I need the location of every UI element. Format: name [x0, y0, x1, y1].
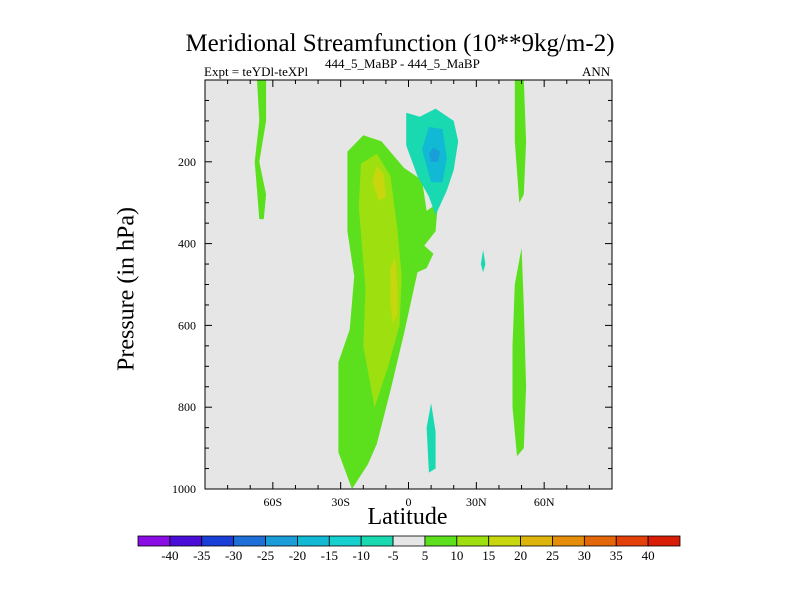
colorbar-swatch	[583, 535, 617, 547]
colorbar-label: -5	[388, 548, 399, 563]
colorbar-label: 35	[610, 548, 623, 563]
x-tick-label: 0	[406, 495, 412, 509]
y-tick-label: 200	[178, 155, 196, 169]
colorbar-swatch	[520, 535, 553, 547]
colorbar-label: -15	[321, 548, 338, 563]
colorbar-swatch	[647, 535, 681, 547]
chart-title: Meridional Streamfunction (10**9kg/m-2)	[185, 30, 615, 57]
colorbar-swatch	[615, 535, 649, 547]
colorbar-swatch	[488, 535, 521, 547]
colorbar-label: -25	[257, 548, 274, 563]
colorbar-swatch	[265, 535, 298, 547]
x-tick-label: 60S	[263, 495, 282, 509]
contour-region-southern-cell-core-upper	[372, 165, 386, 201]
colorbar-label: 20	[514, 548, 527, 563]
contour-region-mid-lat-north-strip-upper	[514, 80, 527, 203]
colorbar-swatch	[328, 535, 362, 547]
x-tick-label: 30S	[331, 495, 350, 509]
contour-region-mid-lat-south-strip	[254, 80, 267, 220]
colorbar-label: 15	[482, 548, 495, 563]
colorbar-swatch	[456, 535, 490, 547]
colorbar-label: -20	[289, 548, 306, 563]
contour-region-southern-cell-core-lower	[390, 257, 398, 324]
y-tick-label: 400	[178, 237, 196, 251]
y-tick-label: 800	[178, 400, 196, 414]
contour-region-southern-cell-inner	[358, 153, 402, 408]
experiment-label: Expt = teYDl-teXPl	[204, 64, 309, 79]
case-label: 444_5_MaBP - 444_5_MaBP	[325, 56, 480, 71]
colorbar-swatch	[552, 535, 585, 547]
x-tick-label: 30N	[466, 495, 487, 509]
y-tick-label: 600	[178, 318, 196, 332]
colorbar-label: 30	[578, 548, 591, 563]
colorbar-swatch	[137, 535, 171, 547]
x-tick-label: 60N	[534, 495, 555, 509]
colorbar-label: -35	[193, 548, 210, 563]
contour-region-small-north-patch	[480, 249, 486, 273]
colorbar-label: 5	[422, 548, 429, 563]
contour-region-mid-lat-north-strip-lower	[512, 247, 527, 457]
colorbar-swatch	[169, 535, 203, 547]
y-axis-label: Pressure (in hPa)	[113, 207, 140, 371]
colorbar-label: -10	[353, 548, 370, 563]
colorbar-swatch	[201, 535, 235, 547]
colorbar-swatch	[424, 535, 458, 547]
colorbar-label: -30	[225, 548, 242, 563]
contour-regions	[254, 80, 527, 489]
contour-region-northern-cell-core	[428, 147, 441, 162]
contour-region-tropical-low-patch	[426, 403, 436, 473]
colorbar-label: 40	[642, 548, 655, 563]
colorbar-label: 25	[546, 548, 559, 563]
colorbar-swatch	[392, 535, 426, 547]
colorbar-swatch	[360, 535, 394, 547]
y-tick-label: 1000	[172, 482, 196, 496]
season-label: ANN	[582, 64, 611, 79]
colorbar-label: -40	[161, 548, 178, 563]
x-axis-label: Latitude	[367, 504, 448, 530]
colorbar-swatch	[297, 535, 330, 547]
colorbar-swatch	[233, 535, 266, 547]
colorbar-label: 10	[450, 548, 463, 563]
